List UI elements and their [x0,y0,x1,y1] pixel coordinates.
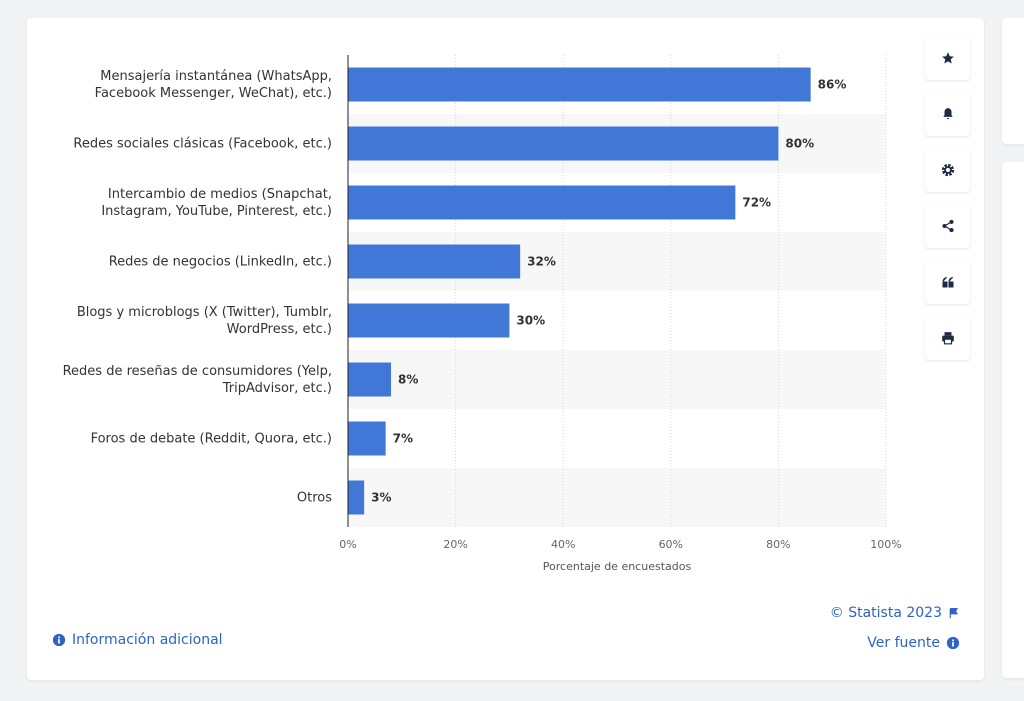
value-label: 32% [527,255,556,269]
bar [348,67,811,102]
x-tick-label: 100% [870,538,901,551]
gear-icon [941,163,954,177]
category-label: Mensajería instantánea (WhatsApp, Facebo… [94,68,332,101]
value-label: 7% [393,432,413,446]
category-label: Blogs y microblogs (X (Twitter), Tumblr,… [76,304,332,337]
share-icon [941,219,954,233]
side-card [1002,18,1024,144]
alert-button[interactable] [925,92,970,136]
source-text: Ver fuente [867,635,940,651]
bar [348,362,392,397]
x-tick-label: 20% [443,538,467,551]
star-icon [941,52,954,64]
source-link[interactable]: Ver fuente [867,635,960,651]
value-label: 86% [818,78,847,92]
share-button[interactable] [925,204,970,248]
more-info-text: Información adicional [72,632,223,648]
x-tick-label: 0% [339,538,356,551]
credit-text: © Statista 2023 [829,605,942,621]
bar [348,244,521,279]
bar [348,480,365,515]
info-icon [946,636,960,650]
row-background [348,350,886,409]
category-label: Redes sociales clásicas (Facebook, etc.) [73,136,332,151]
category-label: Intercambio de medios (Snapchat, Instagr… [101,186,332,219]
flag-icon [949,607,958,619]
bell-icon [942,108,953,120]
category-label: Redes de negocios (LinkedIn, etc.) [108,254,332,269]
quote-icon [942,277,953,288]
category-label: Redes de reseñas de consumidores (Yelp, … [62,363,332,396]
x-tick-label: 60% [659,538,683,551]
more-info-link[interactable]: Información adicional [52,632,223,648]
side-card [1002,162,1024,678]
value-label: 30% [516,314,545,328]
x-tick-label: 40% [551,538,575,551]
settings-button[interactable] [925,148,970,192]
value-label: 8% [398,373,418,387]
row-background [348,468,886,527]
bar [348,303,510,338]
value-label: 3% [371,491,391,505]
category-label: Otros [296,490,332,505]
credit-link[interactable]: © Statista 2023 [830,605,960,621]
bar [348,421,386,456]
bar [348,185,736,220]
x-axis-label: Porcentaje de encuestados [543,560,692,573]
value-label: 72% [742,196,771,210]
bar [348,126,779,161]
category-label: Foros de debate (Reddit, Quora, etc.) [90,431,332,446]
value-label: 80% [785,137,814,151]
cite-button[interactable] [925,260,970,304]
print-icon [941,332,954,345]
x-tick-label: 80% [766,538,790,551]
print-button[interactable] [925,316,970,360]
info-icon [52,633,66,647]
favorite-button[interactable] [925,36,970,80]
